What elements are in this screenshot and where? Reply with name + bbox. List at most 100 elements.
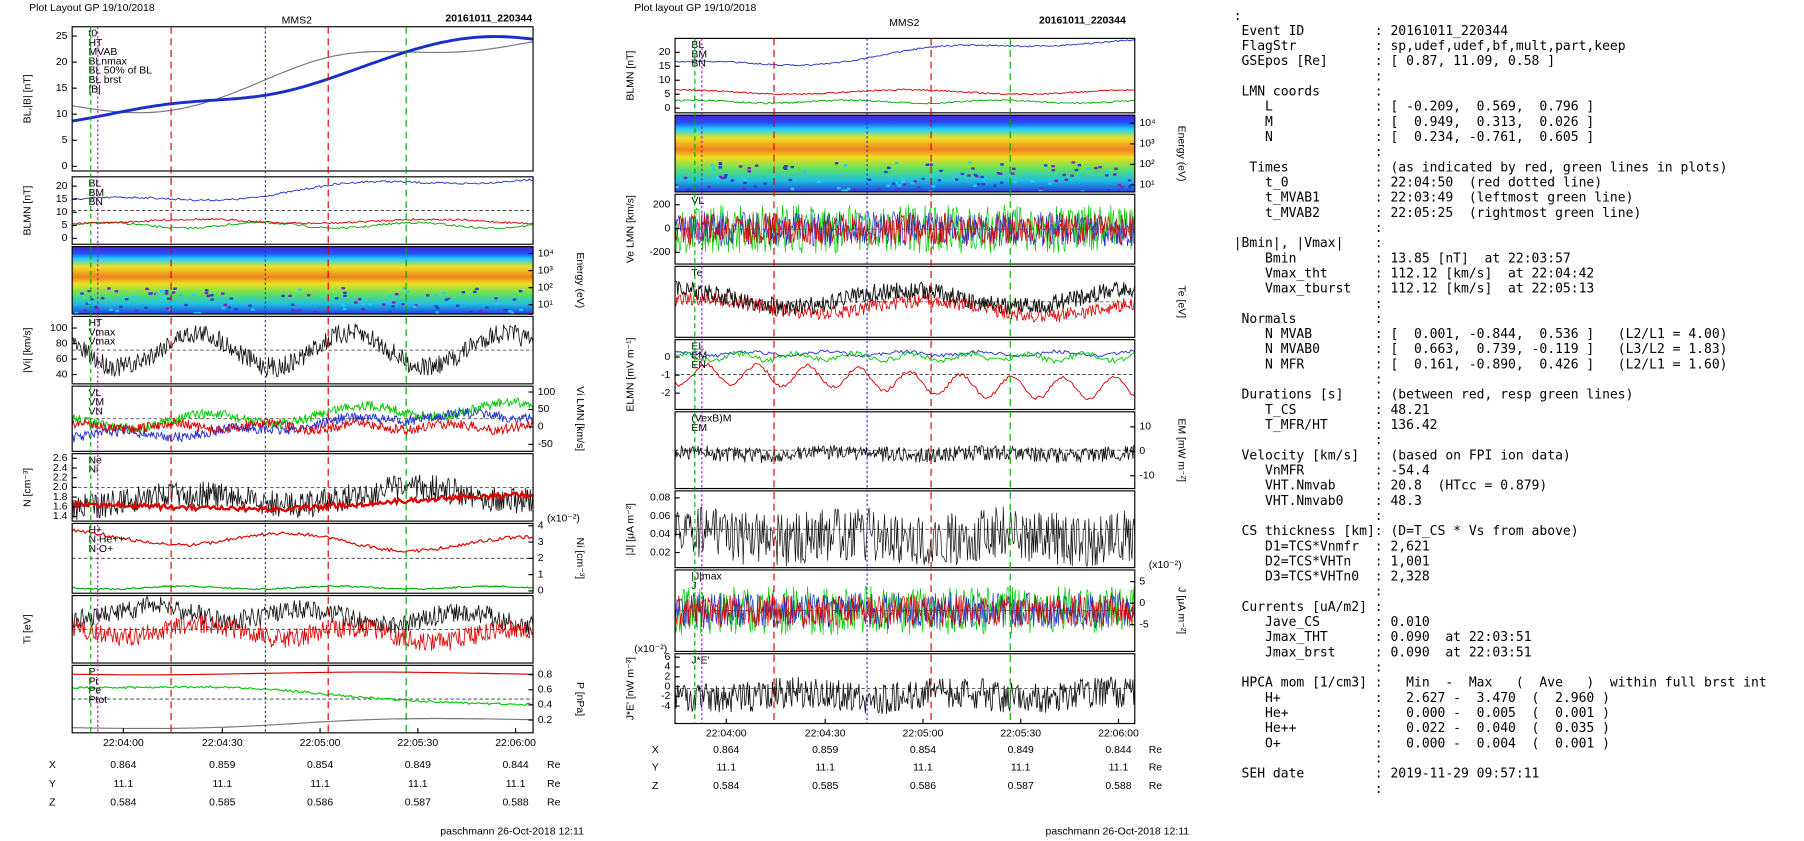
spectrogram-speckle	[475, 287, 479, 291]
spectrogram-speckle	[134, 309, 139, 312]
spectrogram-speckle	[162, 291, 166, 295]
spectrogram-speckle	[368, 303, 372, 306]
y-tick-label: 3	[538, 537, 544, 548]
spectrogram-speckle	[837, 186, 841, 190]
y-tick-label: 80	[56, 338, 68, 349]
trace	[674, 280, 1136, 316]
spectrogram-speckle	[981, 178, 985, 181]
info-line: N MFR : [ 0.161, -0.890, 0.426 ] (L2/L1 …	[1234, 357, 1728, 372]
panel-frame	[674, 265, 1136, 338]
trace	[72, 717, 534, 729]
spectrogram-speckle	[248, 304, 252, 307]
y-axis-label: Ve LMN [km/s]	[626, 195, 637, 263]
legend-entry: VN	[88, 407, 103, 418]
info-line: Jave_CS : 0.010	[1234, 615, 1430, 630]
spectrogram-speckle	[406, 290, 410, 293]
legend-entry: t0	[88, 29, 97, 40]
spectrogram-speckle	[790, 187, 795, 191]
spectrogram-speckle	[87, 301, 92, 304]
position-value: 11.1	[1011, 762, 1031, 773]
spectrogram-speckle	[753, 185, 757, 188]
position-value: 11.1	[310, 779, 330, 790]
spectrogram-speckle	[483, 311, 487, 314]
y-tick-label: 10	[56, 207, 68, 218]
info-line: T_MFR/HT : 136.42	[1234, 418, 1438, 433]
x-tick-label: 22:05:00	[903, 729, 944, 740]
spectrogram-speckle	[434, 305, 438, 308]
spectrogram-speckle	[976, 183, 981, 186]
spectrogram-speckle	[162, 296, 167, 299]
y-tick-label: 40	[56, 369, 68, 380]
y-tick-label: 15	[56, 194, 68, 205]
spectrogram-speckle	[1128, 185, 1132, 188]
info-line: N MVAB : [ 0.001, -0.844, 0.536 ] (L2/L1…	[1234, 327, 1728, 342]
spectrogram-speckle	[124, 297, 129, 301]
y-tick-label: 10³	[538, 265, 554, 276]
spectrogram-speckle	[442, 291, 446, 295]
trace	[72, 671, 534, 676]
spectrogram-speckle	[1012, 167, 1016, 170]
info-line: Currents [uA/m2] :	[1234, 600, 1383, 615]
y-tick-label: 6	[665, 652, 671, 663]
plot-left: Plot Layout GP 19/10/2018 MMS2 20161011_22…	[23, 3, 585, 838]
legend-entry: N O+	[88, 544, 113, 555]
y-tick-label: 10⁴	[1139, 118, 1155, 129]
y-tick-label: 4	[538, 521, 544, 532]
spectrogram-speckle	[937, 179, 942, 182]
spectrogram-speckle	[193, 312, 198, 315]
position-unit: Re	[1149, 781, 1163, 792]
spectrogram-speckle	[518, 289, 523, 293]
spectrogram-speckle	[867, 178, 872, 181]
info-line: VHT.Nmvab : 20.8 (HTcc = 0.879)	[1234, 479, 1548, 494]
position-value: 0.586	[307, 797, 333, 808]
spectrogram-speckle	[844, 189, 848, 192]
spectrogram-speckle	[109, 308, 113, 312]
spectrogram-speckle	[910, 181, 915, 185]
y-axis-label: Ni [cm⁻³]	[574, 538, 585, 580]
position-value: 11.1	[1109, 762, 1129, 773]
spectrogram-speckle	[83, 309, 87, 312]
spectrogram-speckle	[227, 306, 232, 309]
spectrogram-speckle	[221, 306, 226, 310]
info-line: :	[1234, 782, 1383, 797]
y-tick-label: 200	[653, 199, 671, 210]
spectrogram-speckle	[967, 174, 971, 177]
position-value: 11.1	[212, 779, 232, 790]
position-label: Z	[652, 781, 659, 792]
info-line: LMN coords :	[1234, 85, 1383, 100]
trace	[71, 406, 534, 443]
spectrogram-speckle	[90, 298, 94, 301]
y-tick-label: 0	[665, 681, 671, 692]
y-tick-label: 0	[665, 103, 671, 114]
spectrogram-speckle	[508, 310, 512, 313]
spectrogram-speckle	[130, 296, 134, 299]
spectrogram-speckle	[435, 311, 439, 314]
spectrogram-speckle	[1117, 183, 1122, 187]
position-value: 0.844	[1105, 745, 1131, 756]
spectrogram-speckle	[313, 310, 317, 314]
spectrogram-speckle	[887, 166, 891, 170]
y-tick-label: 100	[50, 323, 68, 334]
y-tick-label: 2.6	[53, 453, 68, 464]
spectrogram-speckle	[448, 299, 453, 302]
y-tick-label: 0.4	[538, 700, 553, 711]
info-line: t_0 : 22:04:50 (red dotted line)	[1234, 176, 1602, 191]
spectrogram-speckle	[738, 165, 743, 168]
y-axis-label: Vi LMN [km/s]	[574, 386, 585, 451]
plot-right: Plot layout GP 19/10/2018 MMS2 20161011_22…	[626, 3, 1190, 838]
spectrogram-speckle	[1051, 168, 1056, 172]
info-line: D3=TCS*VHTn0 : 2,328	[1234, 570, 1430, 585]
legend-entry: VM	[88, 397, 104, 408]
y-tick-label: 5	[62, 220, 68, 231]
spectrogram-speckle	[109, 310, 113, 314]
spectrogram-speckle	[1074, 168, 1079, 172]
panel: 4 3 2 1 0 (x10⁻²) Ni [cm⁻³] H+N He++N O+	[71, 514, 585, 597]
spectrogram-speckle	[297, 309, 302, 312]
spectrogram-speckle	[929, 163, 933, 166]
spectrogram-speckle	[877, 187, 881, 190]
spectrogram-speckle	[675, 184, 679, 187]
spectrogram-speckle	[933, 172, 938, 175]
